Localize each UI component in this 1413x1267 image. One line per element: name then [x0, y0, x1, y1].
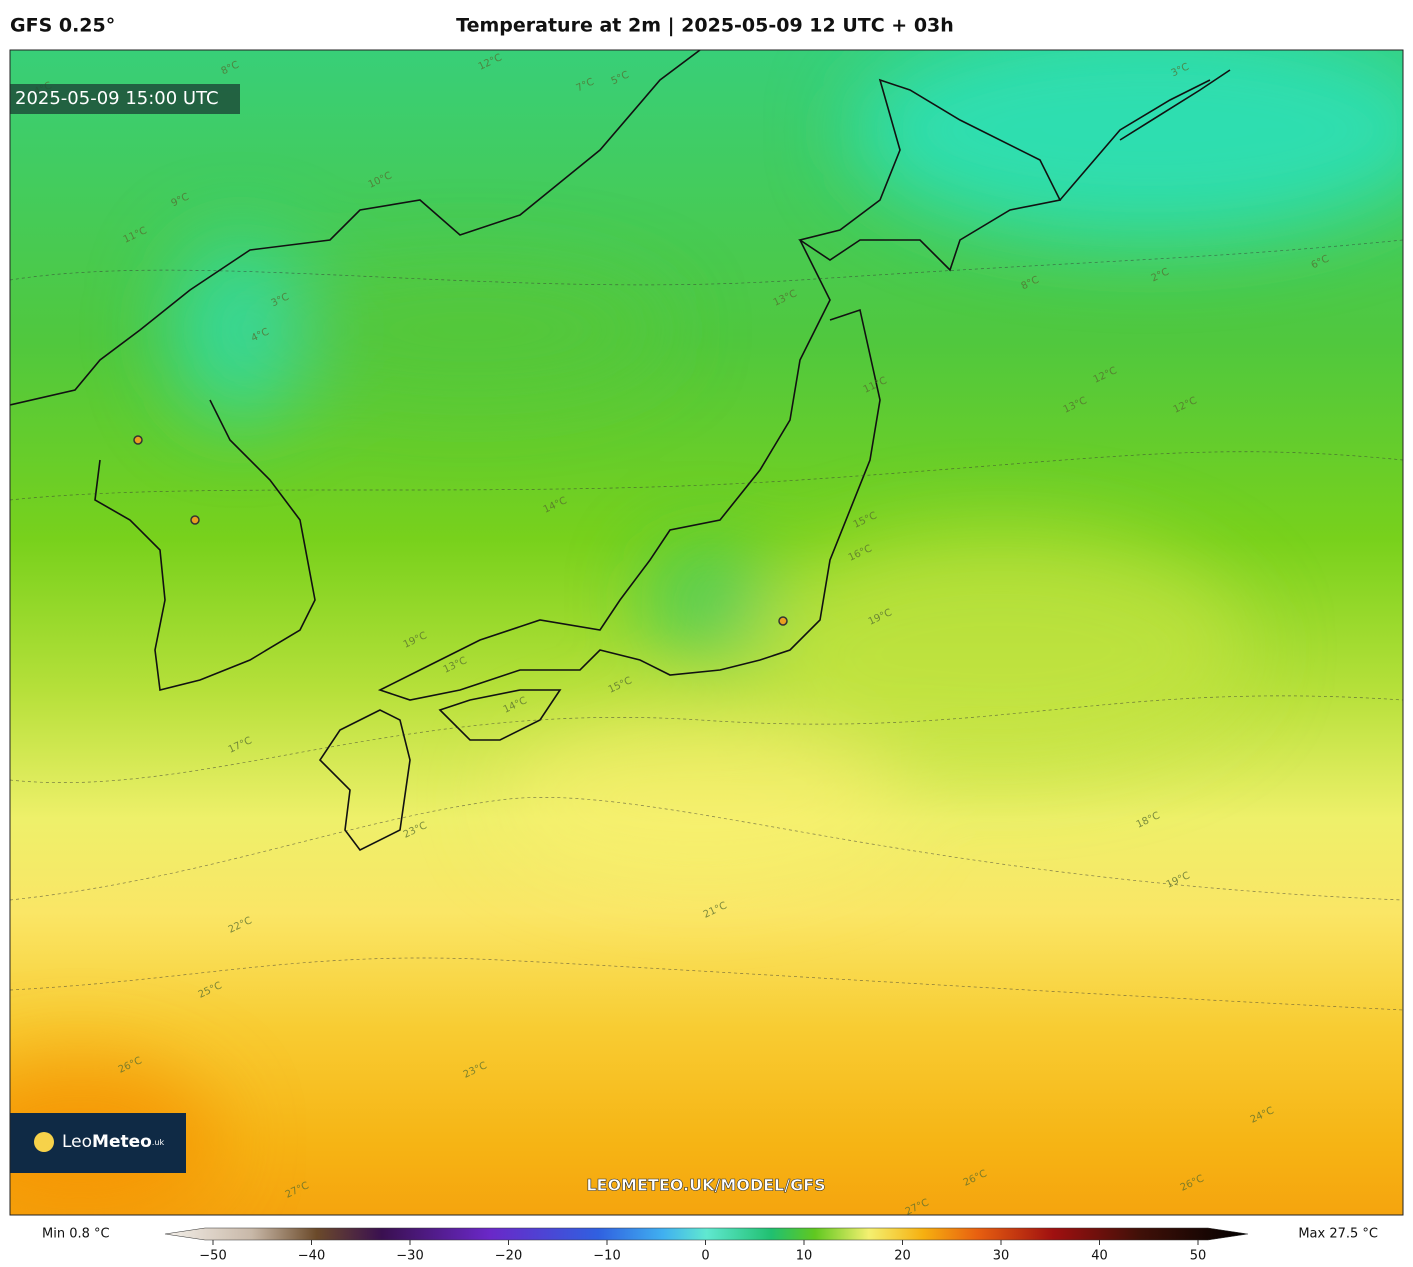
- city-markers: [133, 435, 788, 626]
- logo: LeoMeteo.uk: [62, 1132, 164, 1152]
- valid-time: 2025-05-09 15:00 UTC: [15, 88, 219, 109]
- colorbar-tick-label: 10: [796, 1249, 813, 1264]
- coastlines: [10, 50, 1231, 852]
- colorbar-tick-label: −30: [396, 1249, 423, 1264]
- colorbar-tick-label: 50: [1190, 1249, 1207, 1264]
- max-label: Max 27.5 °C: [1298, 1227, 1378, 1242]
- colorbar-tick-label: 30: [993, 1249, 1010, 1264]
- map: 14°C8°C9°C11°C12°C7°C10°C5°C3°C4°C2°C3°C…: [10, 50, 1403, 1215]
- logo-sun: [34, 1132, 54, 1152]
- colorbar-tick-label: −20: [495, 1249, 522, 1264]
- model-name: GFS 0.25°: [10, 15, 115, 37]
- colorbar: [164, 1227, 1249, 1241]
- colorbar-tick-label: 0: [701, 1249, 709, 1264]
- colorbar-tick-label: −40: [298, 1249, 325, 1264]
- contours: [10, 239, 1403, 1011]
- time-box: [10, 84, 240, 114]
- min-label: Min 0.8 °C: [42, 1227, 110, 1242]
- map-frame: [9, 49, 1404, 1216]
- colorbar-tick-label: −50: [199, 1249, 226, 1264]
- temperature-anomalies: [10, 50, 1403, 1215]
- map-title: Temperature at 2m | 2025-05-09 12 UTC + …: [456, 15, 954, 37]
- watermark: LEOMETEO.UK/MODEL/GFS: [586, 1176, 825, 1195]
- colorbar-tick-label: 40: [1091, 1249, 1108, 1264]
- colorbar-tick-label: −10: [593, 1249, 620, 1264]
- colorbar-ticks: −50 −40 −30 −20 −10 0 10 20 30 40 50: [199, 1240, 1207, 1264]
- colorbar-tick-label: 20: [894, 1249, 911, 1264]
